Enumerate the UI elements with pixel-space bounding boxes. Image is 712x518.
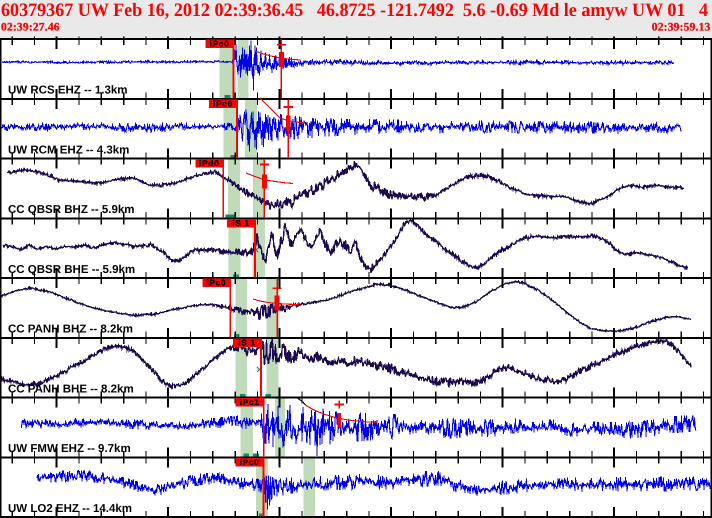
svg-text:UW LO2 EHZ -- 14.4km: UW LO2 EHZ -- 14.4km — [8, 503, 132, 515]
svg-text:iPc0: iPc0 — [210, 39, 230, 49]
svg-text:60379367 UW Feb 16, 2012 02:39: 60379367 UW Feb 16, 2012 02:39:36.45 46.… — [1, 0, 708, 21]
svg-text:iS 1: iS 1 — [232, 218, 250, 228]
svg-text:CC QBSR BHE -- 5.9km: CC QBSR BHE -- 5.9km — [8, 264, 135, 276]
svg-text:02:39:27.46: 02:39:27.46 — [1, 22, 60, 34]
svg-text:iPc0: iPc0 — [213, 98, 233, 108]
svg-text:iS 1: iS 1 — [238, 337, 256, 347]
svg-text:UW RCM EHZ -- 4.3km: UW RCM EHZ -- 4.3km — [8, 144, 129, 156]
svg-text:CC PANH BHE -- 8.2km: CC PANH BHE -- 8.2km — [8, 383, 134, 395]
svg-text:CC QBSR BHZ -- 5.9km: CC QBSR BHZ -- 5.9km — [8, 204, 135, 216]
svg-text:UW RCS EHZ -- 1.3km: UW RCS EHZ -- 1.3km — [8, 85, 128, 97]
svg-text:iPc0: iPc0 — [240, 457, 260, 467]
svg-text:iPc1: iPc1 — [240, 397, 260, 407]
svg-text:02:39:59.13: 02:39:59.13 — [652, 22, 711, 34]
svg-text:iPd0: iPd0 — [199, 158, 219, 168]
svg-text:CC PANH BHZ -- 8.2km: CC PANH BHZ -- 8.2km — [8, 324, 133, 336]
svg-text:iPc0: iPc0 — [206, 278, 226, 288]
svg-text:UW FMW EHZ -- 9.7km: UW FMW EHZ -- 9.7km — [8, 443, 131, 455]
